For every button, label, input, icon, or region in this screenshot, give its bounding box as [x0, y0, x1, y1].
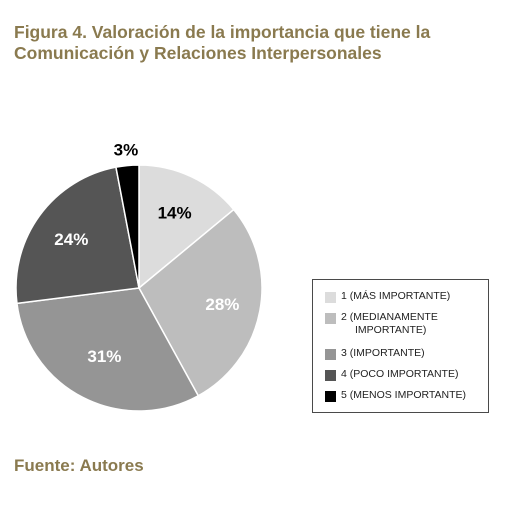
- legend-item-4: 4 (POCO IMPORTANTE): [325, 368, 486, 381]
- pie-slices: [15, 164, 263, 412]
- source-note: Fuente: Autores: [14, 456, 144, 475]
- chart-title-line-2: Comunicación y Relaciones Interpersonale…: [14, 43, 382, 63]
- pie-slice-label-4: 24%: [54, 230, 88, 249]
- chart-legend: 1 (MÁS IMPORTANTE) 2 (MEDIANAMENTE IMPORT…: [312, 279, 489, 413]
- legend-item-1: 1 (MÁS IMPORTANTE): [325, 290, 486, 303]
- pie-slice-5: [115, 164, 140, 289]
- pie-slice-1: [138, 164, 235, 290]
- legend-item-5: 5 (MENOS IMPORTANTE): [325, 389, 486, 402]
- legend-item-2: 2 (MEDIANAMENTE IMPORTANTE): [325, 311, 486, 337]
- pie-slice-2: [138, 208, 263, 397]
- pie-slice-labels: 14% 28% 31% 24% 3%: [54, 141, 239, 366]
- pie-slice-label-3: 31%: [87, 347, 121, 366]
- legend-swatch-4: [325, 370, 336, 381]
- legend-swatch-5: [325, 391, 336, 402]
- legend-label-2: 2 (MEDIANAMENTE IMPORTANTE): [341, 311, 438, 336]
- chart-title: Figura 4. Valoración de la importancia q…: [14, 22, 494, 64]
- legend-swatch-1: [325, 292, 336, 303]
- legend-item-3: 3 (IMPORTANTE): [325, 347, 486, 360]
- legend-label-3: 3 (IMPORTANTE): [341, 347, 425, 359]
- legend-swatch-3: [325, 349, 336, 360]
- pie-slice-4: [15, 166, 140, 305]
- pie-slice-label-2: 28%: [205, 295, 239, 314]
- pie-slice-3: [16, 287, 200, 412]
- legend-label-1: 1 (MÁS IMPORTANTE): [341, 290, 451, 302]
- chart-title-line-1: Figura 4. Valoración de la importancia q…: [14, 22, 431, 42]
- legend-label-4: 4 (POCO IMPORTANTE): [341, 368, 459, 380]
- pie-slice-label-1: 14%: [158, 203, 192, 222]
- pie-slice-label-5: 3%: [114, 141, 139, 160]
- legend-label-5: 5 (MENOS IMPORTANTE): [341, 389, 467, 401]
- legend-swatch-2: [325, 313, 336, 324]
